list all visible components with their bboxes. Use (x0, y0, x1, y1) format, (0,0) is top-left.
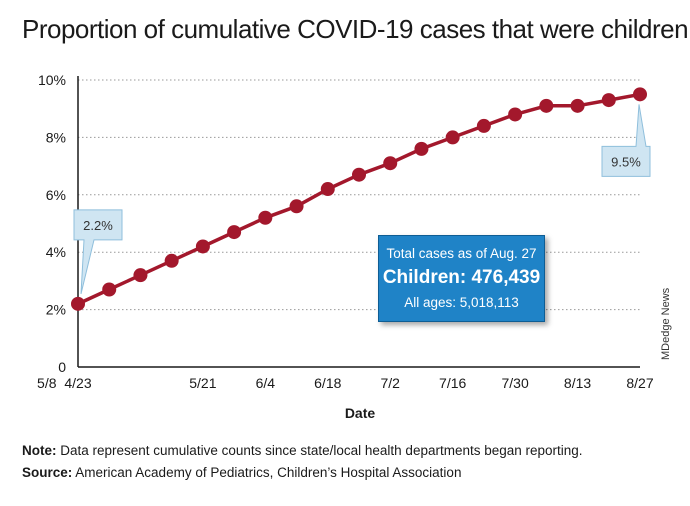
note-text: Note: Data represent cumulative counts s… (22, 443, 583, 458)
data-point (195, 239, 210, 254)
total-cases-box: Total cases as of Aug. 27 Children: 476,… (378, 235, 545, 322)
data-point (539, 98, 554, 113)
x-axis: 4/23 5/8 5/21 6/4 6/18 7/2 7/16 7/30 8/13 8/27 (37, 366, 654, 391)
data-point (71, 296, 85, 311)
children-count: Children: 476,439 (382, 267, 541, 288)
y-tick-label: 4% (46, 244, 66, 260)
chart-title: Proportion of cumulative COVID-19 cases … (22, 14, 689, 44)
data-point (258, 210, 273, 225)
y-tick-label: 8% (46, 129, 66, 145)
series-line (77, 92, 641, 306)
data-point (633, 87, 647, 102)
x-tick-label: 8/13 (564, 375, 591, 391)
y-tick-label: 2% (46, 302, 66, 318)
y-tick-label: 0 (58, 359, 66, 375)
note-label: Note: (22, 443, 57, 458)
x-tick-label: 5/21 (189, 375, 216, 391)
data-point (133, 268, 148, 283)
y-axis: 0 2% 4% 6% 8% 10% (38, 72, 79, 375)
source-body: American Academy of Pediatrics, Children… (72, 465, 462, 480)
source-label: Source: (22, 465, 73, 480)
callout-label: 9.5% (611, 154, 641, 169)
data-point (414, 141, 429, 156)
data-series (71, 87, 647, 311)
y-gridlines (78, 79, 640, 311)
data-point (289, 199, 304, 214)
data-point (508, 107, 523, 122)
data-point (227, 225, 242, 240)
credit-text: MDedge News (660, 287, 672, 360)
data-point (445, 130, 460, 145)
source-text: Source: American Academy of Pediatrics, … (22, 465, 461, 480)
callout-box (73, 209, 123, 294)
x-tick-label: 6/4 (256, 375, 276, 391)
data-point (601, 93, 616, 108)
data-point (570, 98, 585, 113)
data-point (383, 156, 398, 171)
total-cases-heading: Total cases as of Aug. 27 (386, 246, 537, 261)
y-tick-label: 10% (38, 72, 66, 88)
y-tick-label: 6% (46, 187, 66, 203)
x-tick-label: 6/18 (314, 375, 341, 391)
data-point (102, 282, 117, 297)
data-point (320, 182, 335, 197)
data-point (352, 167, 366, 182)
x-tick-label: 5/8 (37, 375, 57, 391)
x-tick-label: 4/23 (64, 375, 91, 391)
callout-label: 2.2% (83, 218, 113, 233)
x-tick-label: 7/2 (380, 375, 400, 391)
data-point (164, 253, 179, 268)
x-axis-label: Date (345, 405, 376, 421)
all-ages-count: All ages: 5,018,113 (404, 295, 519, 310)
note-body: Data represent cumulative counts since s… (56, 443, 583, 458)
point-callouts: 2.2% 9.5% (73, 104, 651, 294)
data-point (476, 118, 491, 133)
x-tick-label: 8/27 (626, 375, 653, 391)
x-tick-label: 7/30 (501, 375, 528, 391)
callout-box (601, 104, 651, 177)
x-tick-label: 7/16 (439, 375, 466, 391)
